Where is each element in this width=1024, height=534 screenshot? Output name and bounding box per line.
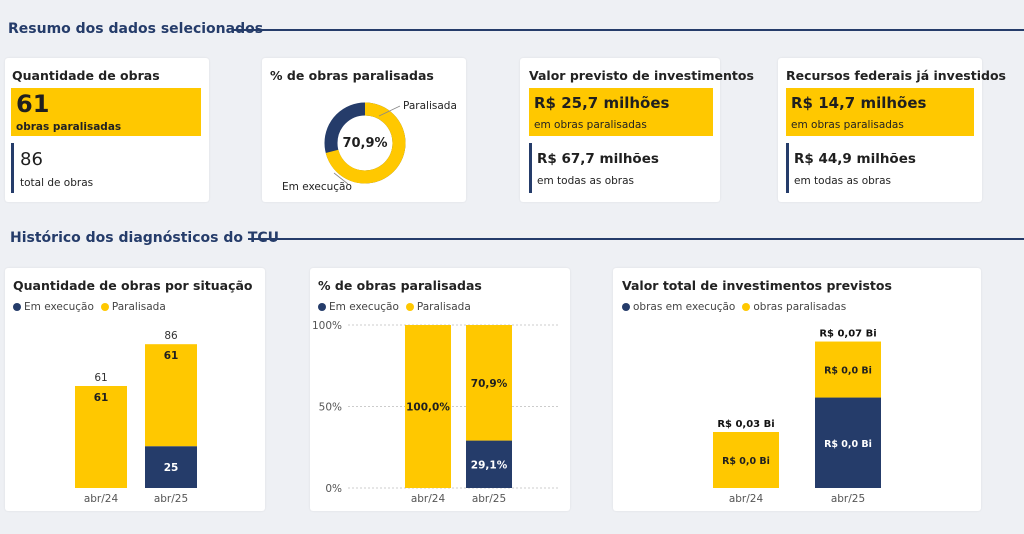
- bar-label-paralisada: 61: [164, 350, 179, 362]
- kpi-title: Valor previsto de investimentos: [529, 68, 754, 83]
- legend-dot-paralisada: [100, 303, 109, 311]
- bar-paralisada: [405, 325, 451, 488]
- kpi-card-valor-previsto: Valor previsto de investimentos R$ 25,7 …: [520, 58, 754, 202]
- chart-title: Valor total de investimentos previstos: [622, 278, 892, 293]
- kpi-total-value: R$ 67,7 milhões: [537, 151, 659, 167]
- chart-pct-paralisadas: 0% 50% 100% 100,0% abr/24 29,1% 70,9% abr/25: [312, 320, 560, 505]
- kpi-total-label: total de obras: [20, 177, 94, 189]
- chart-valor-total: R$ 0,0 Bi R$ 0,03 Bi abr/24 R$ 0,0 Bi R$ 0,0…: [713, 329, 881, 505]
- bar-execucao: [815, 397, 881, 488]
- x-tick-label: abr/24: [411, 493, 446, 505]
- bar-paralisada: [75, 386, 127, 488]
- chart-legend: obras em execução obras paralisadas: [622, 301, 846, 313]
- kpi-title: % de obras paralisadas: [270, 68, 434, 83]
- bar-paralisada: [145, 344, 197, 447]
- chart-title: Quantidade de obras por situação: [13, 278, 253, 293]
- legend-label-execucao: Em execução: [24, 301, 94, 313]
- bar-label-paralisada: R$ 0,0 Bi: [722, 456, 770, 467]
- kpi-total-value: R$ 44,9 milhões: [794, 151, 916, 167]
- leader-line-paralisada: [378, 105, 401, 117]
- bar-execucao: [466, 440, 512, 488]
- bar-execucao: [145, 446, 197, 488]
- highlight-box: R$ 14,7 milhões em obras paralisadas: [786, 88, 974, 136]
- kpi-total-value: 86: [20, 149, 43, 170]
- bar-label-paralisada: 100,0%: [406, 402, 450, 414]
- bar-label-paralisada: 70,9%: [471, 378, 508, 390]
- chart-legend: Em execução Paralisada: [13, 301, 166, 313]
- leader-line-execucao: [333, 172, 349, 185]
- bar-label-paralisada: 61: [94, 392, 109, 404]
- bar-label-paralisada: R$ 0,0 Bi: [824, 366, 872, 377]
- section-divider: [233, 29, 1024, 31]
- x-tick-label: abr/24: [84, 493, 119, 505]
- bar-paralisada: [466, 325, 512, 441]
- kpi-total-label: em todas as obras: [794, 175, 892, 187]
- kpi-title: Quantidade de obras: [12, 68, 160, 83]
- chart-legend: Em execução Paralisada: [318, 301, 471, 313]
- legend-dot-paralisada: [405, 303, 414, 311]
- donut-segment-paralisada: [324, 102, 406, 184]
- bar-label-execucao: R$ 0,0 Bi: [824, 439, 872, 450]
- bar-paralisada: [815, 341, 881, 398]
- legend-label-execucao: obras em execução: [633, 301, 736, 313]
- bar-label-execucao: 29,1%: [471, 459, 508, 471]
- legend-dot-execucao: [13, 303, 21, 311]
- bar-paralisada: [713, 432, 779, 488]
- bar-total-label: R$ 0,07 Bi: [819, 329, 876, 340]
- kpi-highlight-label: em obras paralisadas: [791, 119, 904, 131]
- legend-label-paralisada: Paralisada: [416, 301, 471, 313]
- section-title-historico: Histórico dos diagnósticos do TCU: [10, 230, 280, 246]
- y-tick-label: 50%: [319, 402, 342, 414]
- bar-total-label: 61: [94, 372, 107, 384]
- y-tick-label: 0%: [325, 483, 342, 495]
- kpi-highlight-value: R$ 14,7 milhões: [791, 94, 927, 112]
- accent-bar: [786, 143, 789, 193]
- bar-label-execucao: 25: [164, 462, 179, 474]
- chart-card-valor-total: Valor total de investimentos previstos o…: [613, 268, 981, 511]
- legend-label-paralisada: obras paralisadas: [753, 301, 847, 313]
- donut-chart: 70,9% Paralisada Em execução: [282, 100, 457, 193]
- section-title-resumo: Resumo dos dados selecionados: [8, 21, 264, 37]
- chart-title: % de obras paralisadas: [318, 278, 482, 293]
- section-divider: [248, 238, 1024, 240]
- kpi-highlight-label: em obras paralisadas: [534, 119, 647, 131]
- donut-label-execucao: Em execução: [282, 181, 352, 193]
- kpi-title: Recursos federais já investidos: [786, 68, 1006, 83]
- highlight-box: R$ 25,7 milhões em obras paralisadas: [529, 88, 713, 136]
- legend-dot-paralisada: [742, 303, 751, 311]
- x-tick-label: abr/24: [729, 493, 764, 505]
- legend-dot-execucao: [622, 303, 630, 311]
- chart-card-pct: % de obras paralisadas Em execução Paral…: [310, 268, 570, 511]
- bar-total-label: R$ 0,03 Bi: [717, 419, 774, 430]
- accent-bar: [11, 143, 14, 193]
- legend-label-paralisada: Paralisada: [111, 301, 166, 313]
- kpi-total-label: em todas as obras: [537, 175, 635, 187]
- y-tick-label: 100%: [312, 320, 342, 332]
- donut-center-value: 70,9%: [342, 136, 387, 151]
- x-tick-label: abr/25: [472, 493, 506, 505]
- legend-dot-execucao: [318, 303, 326, 311]
- kpi-card-quantidade-obras: Quantidade de obras 61 obras paralisadas…: [5, 58, 209, 202]
- x-tick-label: abr/25: [154, 493, 188, 505]
- chart-quantidade-obras: 61 61 abr/24 25 61 86 abr/25: [75, 330, 197, 505]
- highlight-box: 61 obras paralisadas: [11, 88, 201, 136]
- bar-total-label: 86: [164, 330, 178, 342]
- accent-bar: [529, 143, 532, 193]
- x-tick-label: abr/25: [831, 493, 865, 505]
- chart-card-quantidade: Quantidade de obras por situação Em exec…: [5, 268, 265, 511]
- kpi-highlight-value: R$ 25,7 milhões: [534, 94, 670, 112]
- kpi-highlight-label: obras paralisadas: [16, 121, 122, 133]
- kpi-highlight-value: 61: [16, 90, 50, 118]
- kpi-card-pct-paralisadas: % de obras paralisadas 70,9% Paralisada …: [262, 58, 466, 202]
- donut-label-paralisada: Paralisada: [403, 100, 457, 112]
- legend-label-execucao: Em execução: [329, 301, 399, 313]
- kpi-card-recursos-federais: Recursos federais já investidos R$ 14,7 …: [778, 58, 1006, 202]
